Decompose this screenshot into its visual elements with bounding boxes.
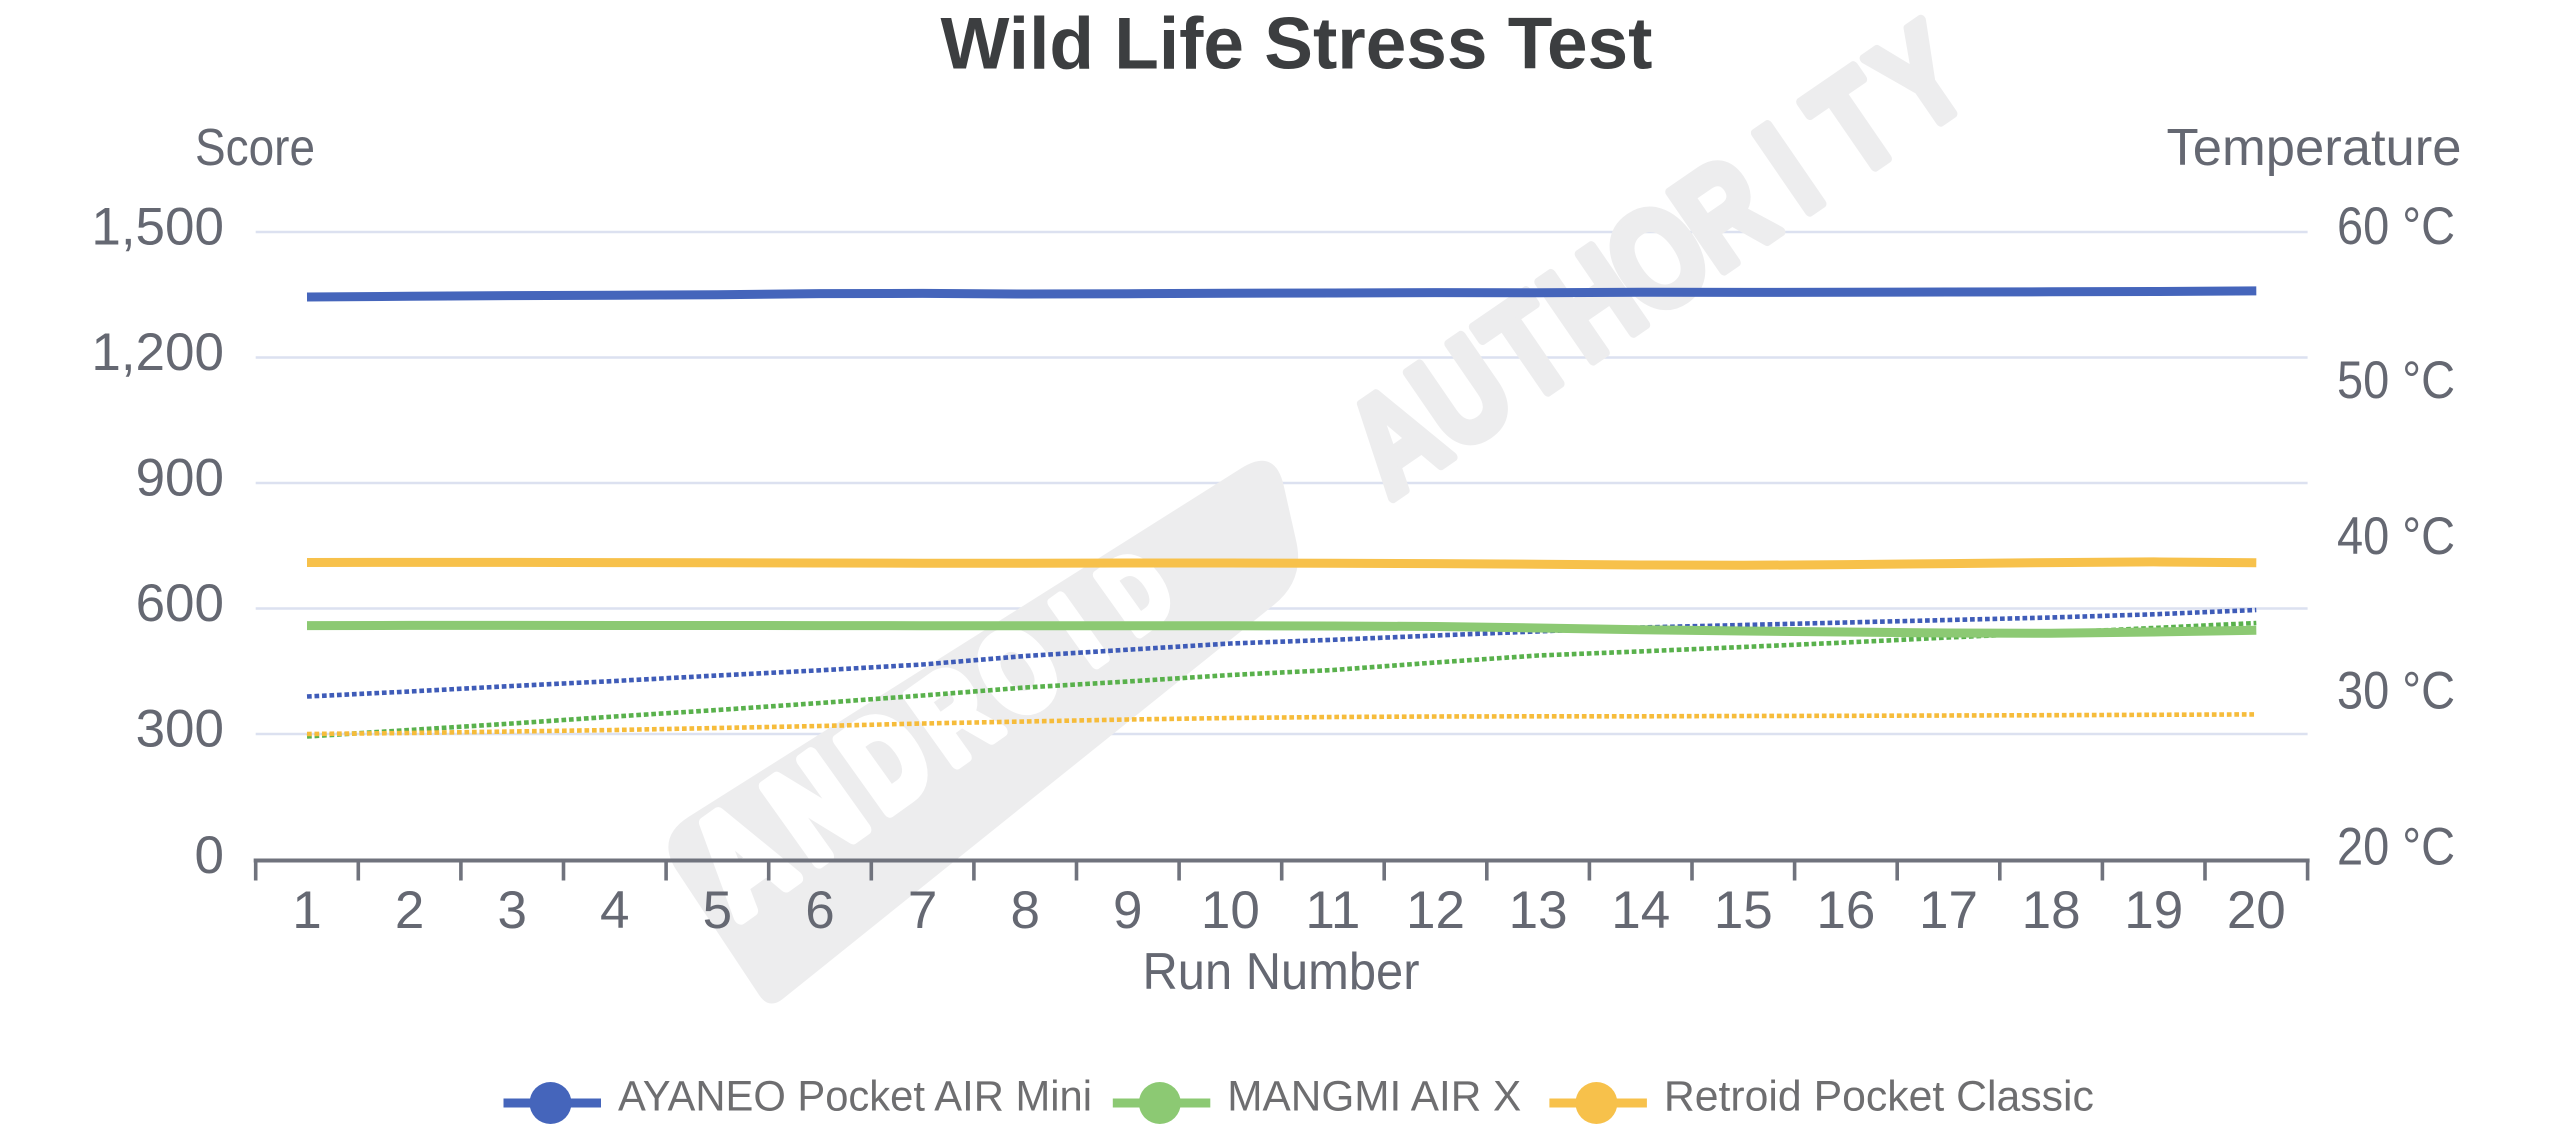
svg-text:Temperature: Temperature [2167, 119, 2462, 177]
svg-text:6: 6 [805, 881, 834, 940]
svg-text:MANGMI AIR X: MANGMI AIR X [1227, 1074, 1521, 1121]
svg-text:3: 3 [497, 881, 526, 940]
svg-text:1,500: 1,500 [91, 198, 224, 257]
svg-text:4: 4 [600, 881, 629, 940]
svg-text:Run Number: Run Number [1143, 943, 1420, 1001]
svg-text:20 °C: 20 °C [2337, 817, 2455, 876]
svg-text:20: 20 [2227, 881, 2286, 940]
svg-text:11: 11 [1305, 881, 1360, 940]
svg-text:1: 1 [292, 881, 321, 940]
svg-text:600: 600 [136, 574, 224, 633]
svg-text:Wild Life Stress Test: Wild Life Stress Test [941, 4, 1653, 85]
svg-text:17: 17 [1919, 881, 1978, 940]
svg-text:Retroid Pocket Classic: Retroid Pocket Classic [1664, 1074, 2094, 1121]
svg-text:18: 18 [2022, 881, 2081, 940]
svg-text:300: 300 [136, 700, 224, 759]
svg-text:19: 19 [2124, 881, 2183, 940]
svg-text:1,200: 1,200 [91, 323, 224, 382]
svg-text:8: 8 [1010, 881, 1039, 940]
svg-text:7: 7 [908, 881, 937, 940]
svg-text:30 °C: 30 °C [2337, 661, 2455, 720]
svg-text:0: 0 [195, 826, 224, 885]
svg-text:14: 14 [1611, 881, 1670, 940]
svg-text:60 °C: 60 °C [2337, 197, 2455, 256]
svg-text:10: 10 [1201, 881, 1260, 940]
svg-text:13: 13 [1509, 881, 1568, 940]
svg-text:40 °C: 40 °C [2337, 507, 2455, 566]
svg-text:Score: Score [195, 119, 315, 177]
svg-text:2: 2 [395, 881, 424, 940]
svg-text:16: 16 [1816, 881, 1875, 940]
svg-text:15: 15 [1714, 881, 1773, 940]
svg-text:50 °C: 50 °C [2337, 351, 2455, 410]
svg-text:12: 12 [1406, 881, 1465, 940]
svg-text:5: 5 [703, 881, 732, 940]
svg-text:AYANEO Pocket AIR Mini: AYANEO Pocket AIR Mini [618, 1074, 1092, 1121]
svg-text:900: 900 [136, 449, 224, 508]
svg-text:9: 9 [1113, 881, 1142, 940]
